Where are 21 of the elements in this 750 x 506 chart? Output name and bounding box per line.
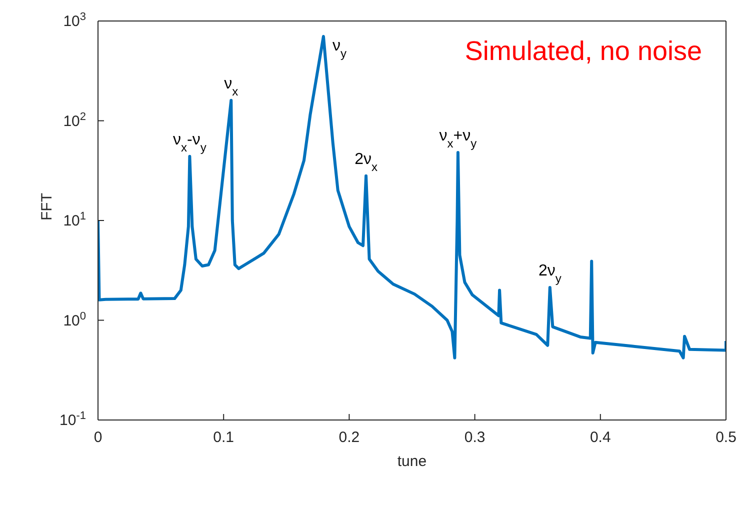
y-tick-label: 10$^{1}$ (63, 210, 86, 230)
annotation: ν$_{y}$ (332, 37, 346, 60)
x-tick-label: 0.3 (464, 429, 486, 446)
x-tick-label: 0.2 (338, 429, 360, 446)
x-tick-label: 0.5 (716, 429, 736, 446)
x-tick-label: 0.4 (590, 429, 611, 446)
annotation: Simulated, no noise (464, 36, 702, 67)
annotation: ν$_{x}$-ν$_{y}$ (173, 131, 206, 154)
annotation: ν$_{x}$+ν$_{y}$ (439, 128, 477, 151)
annotation: ν$_{x}$ (224, 75, 238, 98)
y-axis-title: FFT (38, 193, 56, 220)
annotation: 2ν$_{y}$ (538, 262, 562, 286)
line-series (98, 34, 726, 360)
x-tick-label: 0.1 (213, 429, 234, 446)
y-tick-label: 10$^{-1}$ (60, 410, 86, 429)
y-tick-label: 10$^{0}$ (63, 310, 86, 330)
annotation: 2ν$_{x}$ (354, 150, 378, 174)
x-axis-title: tune (397, 453, 427, 470)
y-tick-label: 10$^{2}$ (63, 110, 86, 130)
x-tick-label: 0 (94, 429, 102, 446)
y-tick-label: 10$^{3}$ (63, 11, 86, 30)
